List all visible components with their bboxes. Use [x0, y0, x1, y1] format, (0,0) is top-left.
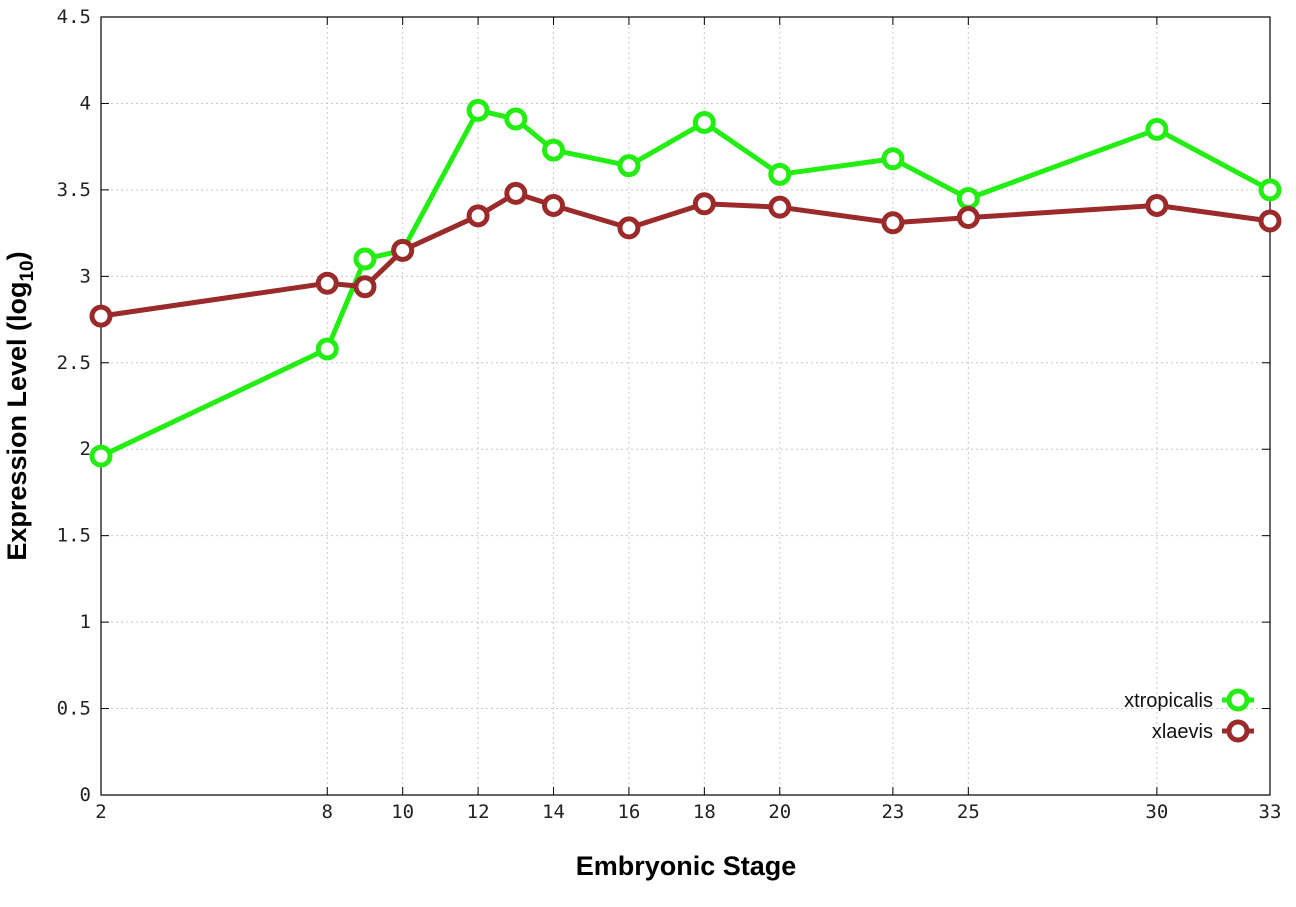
x-tick-label: 33 — [1259, 801, 1282, 823]
data-point-xtropicalis — [692, 110, 716, 134]
y-tick-label: 1 — [80, 611, 91, 633]
x-tick-label: 16 — [617, 801, 640, 823]
y-tick-label: 3.5 — [57, 179, 91, 201]
y-tick-labels: 0 0.5 1 1.5 2 2.5 3 3.5 4 4.5 — [57, 6, 91, 806]
plot-frame — [100, 16, 1271, 796]
data-point-xlaevis — [89, 304, 113, 328]
y-tick-label: 0.5 — [57, 698, 91, 720]
data-point-xlaevis — [504, 181, 528, 205]
data-point-xtropicalis — [353, 247, 377, 271]
data-point-xlaevis — [466, 204, 490, 228]
legend-entry-xtropicalis: xtropicalis — [1124, 688, 1254, 712]
x-tick-label: 2 — [95, 801, 106, 823]
series-layer — [89, 98, 1282, 468]
data-point-xlaevis — [692, 192, 716, 216]
y-tick-label: 1.5 — [57, 525, 91, 547]
data-point-xlaevis — [1145, 193, 1169, 217]
y-tick-label: 0 — [80, 784, 91, 806]
series-xtropicalis — [89, 98, 1282, 468]
data-point-xlaevis — [956, 206, 980, 230]
data-point-xtropicalis — [89, 444, 113, 468]
data-point-xtropicalis — [315, 337, 339, 361]
y-tick-label: 3 — [80, 265, 91, 287]
data-point-xtropicalis — [617, 154, 641, 178]
x-tick-label: 25 — [957, 801, 980, 823]
legend-entry-xlaevis: xlaevis — [1152, 719, 1254, 743]
data-point-xtropicalis — [1258, 178, 1282, 202]
data-point-xlaevis — [353, 275, 377, 299]
x-tick-label: 18 — [693, 801, 716, 823]
series-xlaevis — [89, 181, 1282, 328]
legend-marker-xlaevis — [1226, 719, 1250, 743]
data-point-xtropicalis — [466, 98, 490, 122]
data-point-xlaevis — [391, 238, 415, 262]
data-point-xlaevis — [768, 195, 792, 219]
y-tick-label: 2.5 — [57, 352, 91, 374]
y-tick-label: 4 — [80, 92, 91, 114]
x-tick-label: 23 — [881, 801, 904, 823]
series-line-xlaevis — [100, 190, 1271, 319]
legend-label-xtropicalis: xtropicalis — [1124, 690, 1213, 712]
data-point-xtropicalis — [504, 107, 528, 131]
data-point-xtropicalis — [542, 138, 566, 162]
x-tick-label: 20 — [768, 801, 791, 823]
data-point-xtropicalis — [956, 187, 980, 211]
x-tick-label: 12 — [467, 801, 490, 823]
data-point-xlaevis — [542, 193, 566, 217]
y-axis-title: Expression Level (log10) — [2, 251, 38, 560]
legend-label-xlaevis: xlaevis — [1152, 721, 1213, 743]
legend-marker-xtropicalis — [1226, 688, 1250, 712]
x-tick-label: 8 — [322, 801, 333, 823]
x-tick-label: 14 — [542, 801, 565, 823]
x-tick-label: 10 — [391, 801, 414, 823]
data-point-xtropicalis — [881, 147, 905, 171]
data-point-xlaevis — [315, 271, 339, 295]
series-line-xtropicalis — [99, 107, 1272, 459]
data-point-xtropicalis — [1145, 117, 1169, 141]
data-point-xlaevis — [1258, 209, 1282, 233]
x-tick-label: 30 — [1145, 801, 1168, 823]
y-tick-label: 2 — [80, 438, 91, 460]
x-tick-labels: 2 8 10 12 14 16 18 20 23 25 30 33 — [95, 801, 1281, 823]
y-tick-label: 4.5 — [57, 6, 91, 28]
legend: xtropicalis xlaevis — [1124, 688, 1254, 743]
data-point-xlaevis — [881, 211, 905, 235]
data-point-xlaevis — [617, 216, 641, 240]
x-axis-title: Embryonic Stage — [576, 851, 797, 881]
data-point-xtropicalis — [768, 162, 792, 186]
axis-ticks — [100, 16, 1271, 796]
